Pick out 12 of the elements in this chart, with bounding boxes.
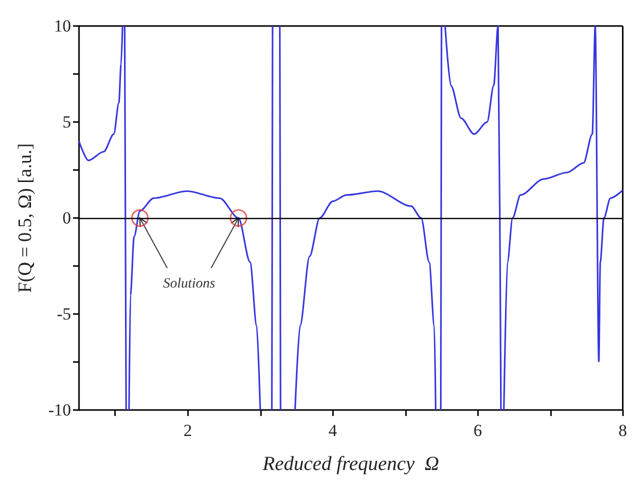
x-tick-label: 8 [618, 421, 627, 440]
x-tick-label: 6 [474, 421, 482, 440]
y-tick-label: -10 [48, 400, 71, 420]
annotation: Solutions [163, 276, 216, 292]
y-tick-label: 0 [62, 208, 71, 228]
y-tick-label: 5 [62, 112, 71, 132]
y-tick-label: 10 [54, 16, 71, 36]
y-axis-title: F(Q = 0.5, Ω) [a.u.] [15, 143, 36, 293]
x-tick-label: 4 [328, 421, 338, 440]
x-axis-title: Reduced frequency Ω [262, 453, 440, 475]
x-tick-label: 2 [184, 421, 192, 440]
y-tick-label: -5 [56, 304, 71, 324]
